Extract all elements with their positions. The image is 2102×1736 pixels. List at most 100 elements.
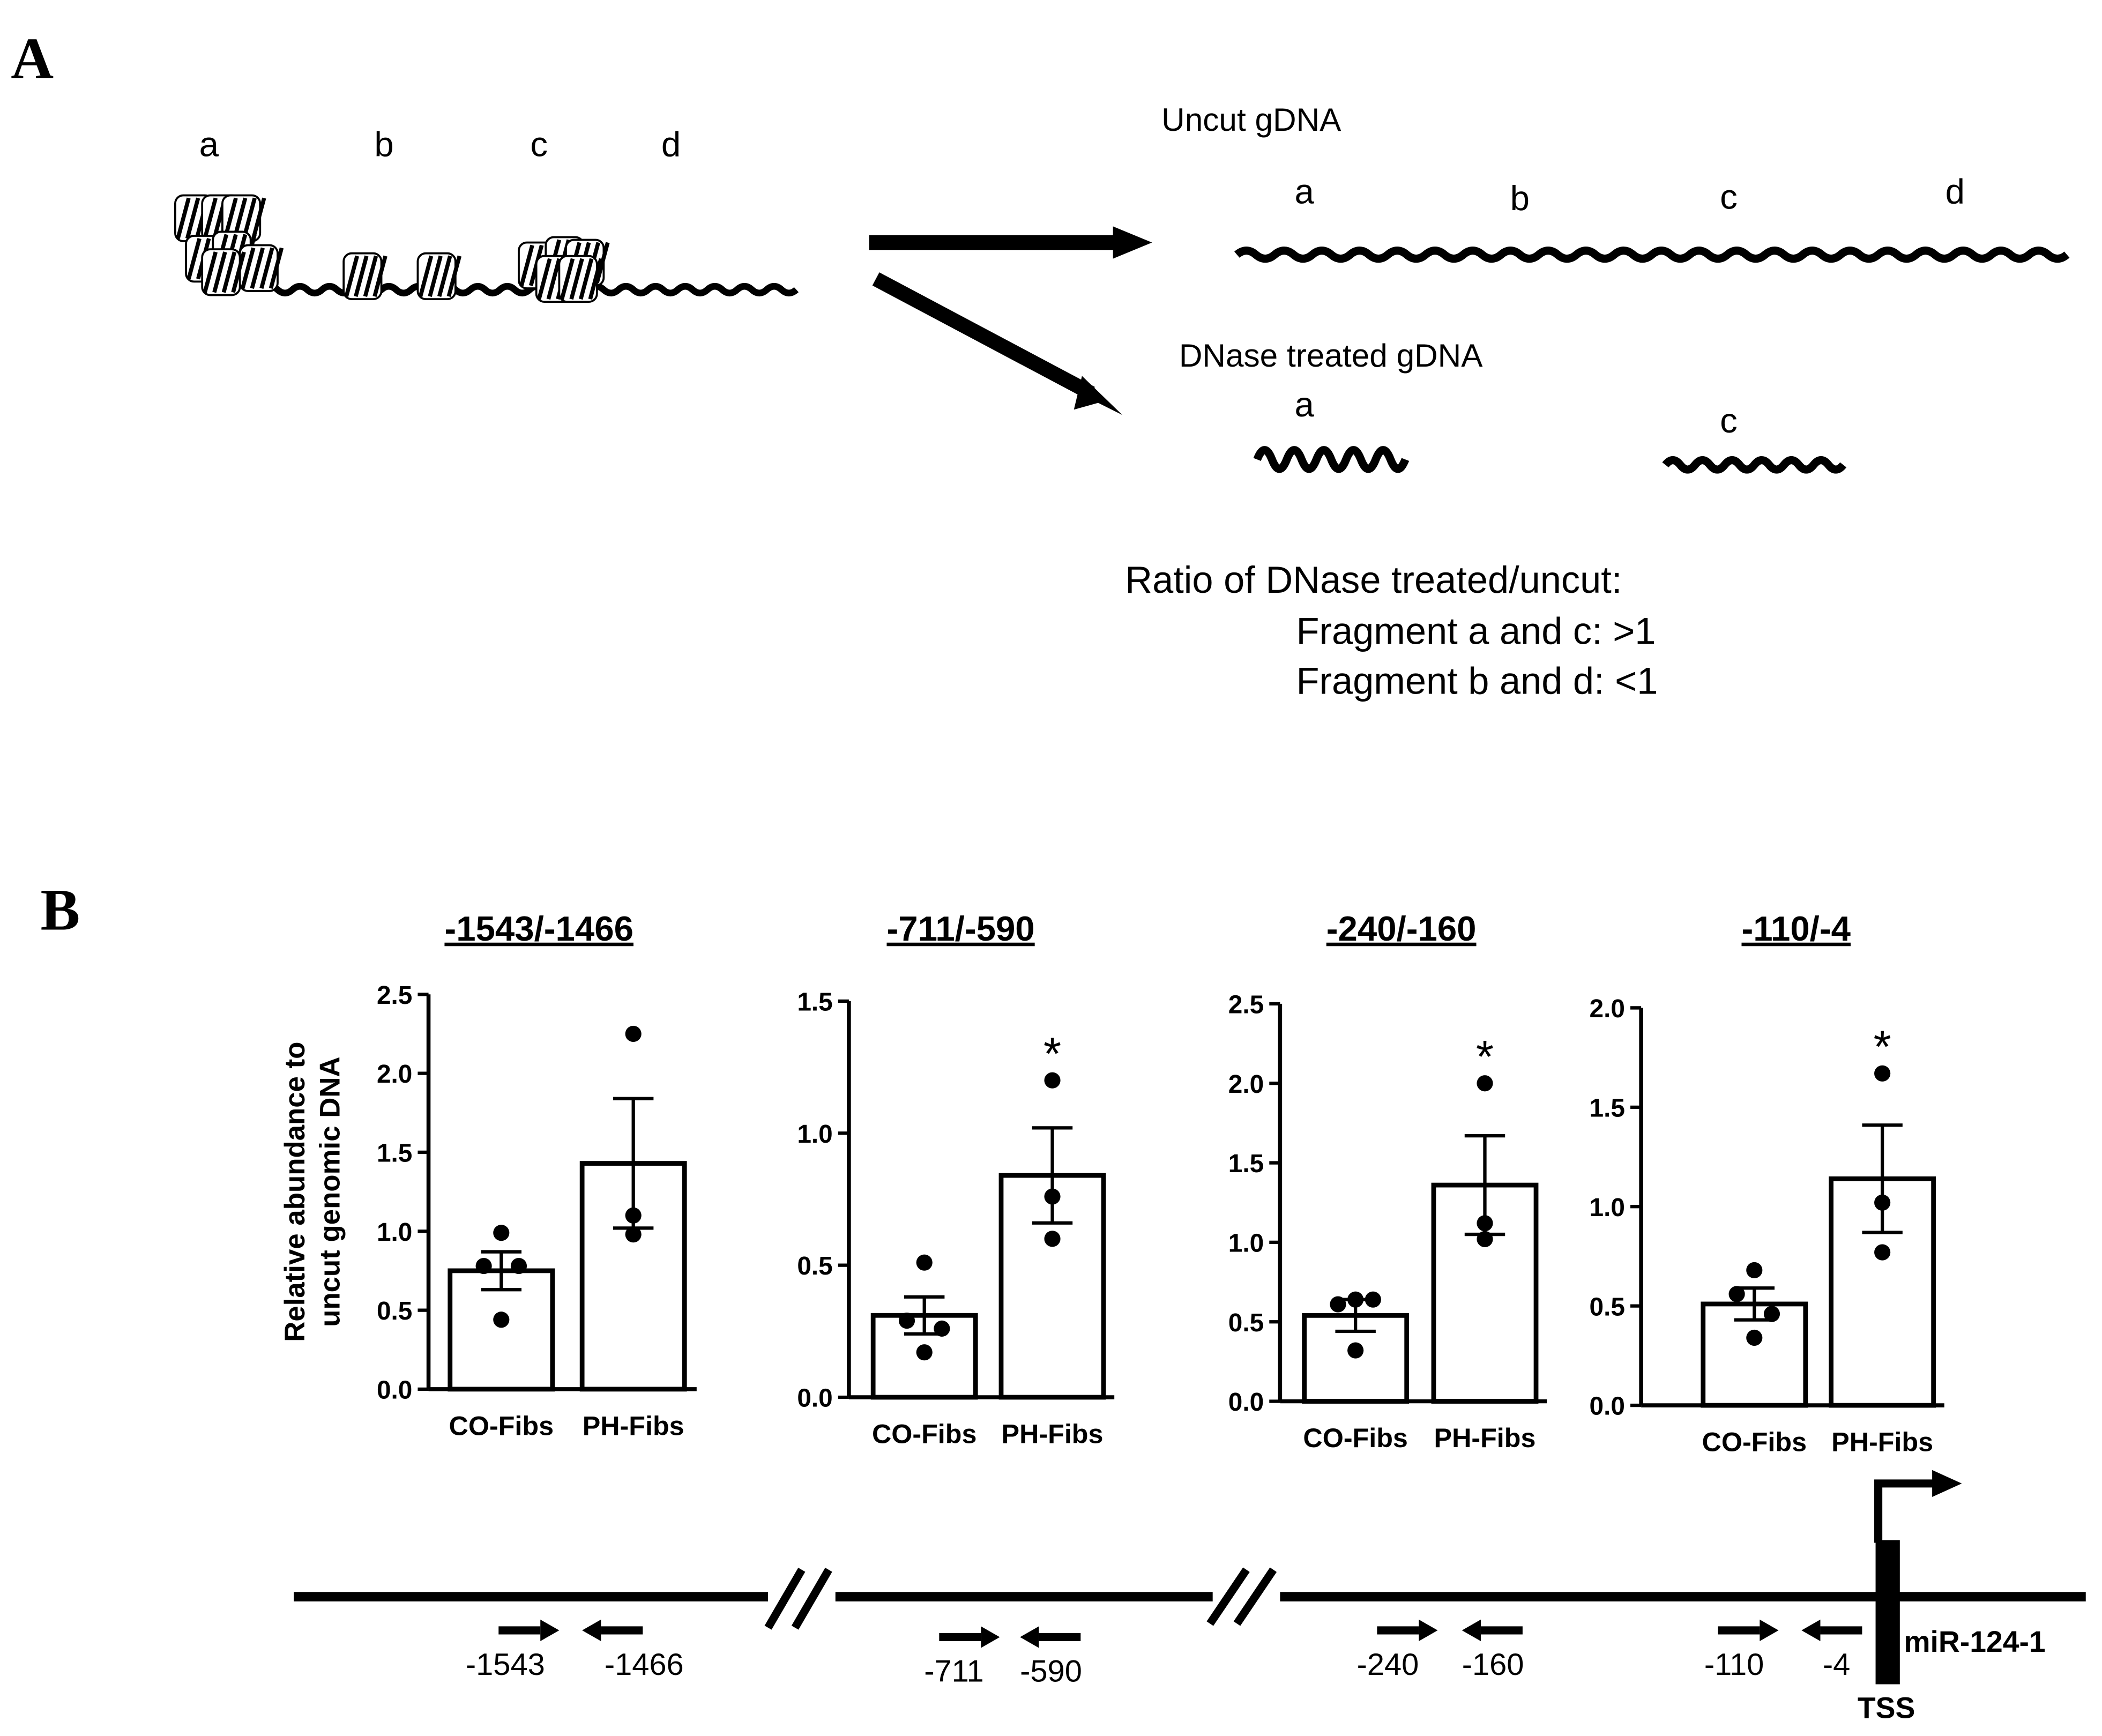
y-tick-label: 2.0 (1590, 995, 1625, 1023)
nucleosome-wrap (231, 251, 246, 293)
fragment-label: c (1720, 401, 1738, 440)
nucleosome-wrap (212, 251, 227, 293)
nucleosome-wrap (203, 197, 218, 239)
fragment-label: a (199, 125, 219, 164)
primer-label: -590 (1020, 1654, 1082, 1688)
data-point (1874, 1244, 1891, 1261)
y-tick-label: 0.5 (377, 1297, 412, 1325)
data-point (493, 1312, 510, 1328)
nucleosome-wrap (437, 255, 452, 297)
x-tick-label: CO-Fibs (872, 1418, 977, 1449)
break-mark (764, 1567, 1280, 1630)
primer-arrow-head (1020, 1626, 1039, 1648)
data-point (1746, 1329, 1763, 1346)
y-tick-label: 1.5 (797, 988, 832, 1016)
nucleosome-wrap (569, 258, 584, 300)
data-point (625, 1226, 642, 1243)
data-point (625, 1025, 642, 1042)
uncut-title: Uncut gDNA (1161, 101, 1341, 138)
nucleosome (558, 255, 603, 303)
x-tick-label: CO-Fibs (1303, 1422, 1407, 1453)
data-point (1330, 1296, 1346, 1313)
panel-label: B (41, 877, 80, 943)
nucleosome-wrap (363, 255, 378, 297)
dna-strand (1662, 456, 1847, 474)
chart-title: -240/-160 (1326, 909, 1477, 948)
nucleosome-wrap (418, 255, 434, 297)
ratio-line: Fragment a and c: >1 (1296, 610, 1656, 652)
ratio-title: Ratio of DNase treated/uncut: (1125, 558, 1622, 601)
error-bar (1032, 1126, 1073, 1225)
fragment-label: c (1720, 177, 1738, 217)
nucleosome-wrap (259, 247, 274, 289)
primer-arrow-head (1462, 1619, 1481, 1642)
significance: * (1476, 1032, 1494, 1083)
data-point (1365, 1291, 1381, 1308)
nucleosome-wrap (560, 258, 575, 300)
primer-label: -4 (1823, 1648, 1850, 1682)
data-point (1044, 1188, 1061, 1205)
primer-label: -1466 (605, 1648, 684, 1682)
chart-title: -1543/-1466 (444, 909, 633, 948)
primer-arrow-head (540, 1619, 560, 1642)
data-point (1477, 1231, 1493, 1248)
nucleosome-wrap (240, 247, 256, 289)
nucleosome-wrap (546, 258, 562, 300)
data-point (1874, 1065, 1891, 1082)
fragment-label: b (374, 125, 393, 164)
panel-label: A (11, 25, 54, 91)
y-axis-label: Relative abundance to (279, 1041, 311, 1342)
data-point (916, 1344, 933, 1361)
data-point (1044, 1072, 1061, 1089)
y-tick-label: 1.5 (1228, 1150, 1264, 1178)
data-point (1728, 1286, 1745, 1302)
dna-strand (1253, 446, 1410, 473)
fragment-label: c (530, 125, 548, 164)
y-tick-label: 1.5 (1590, 1094, 1625, 1122)
primer-arrow-head (1801, 1619, 1821, 1642)
tss-arrow-head (1932, 1470, 1962, 1497)
nucleosome (238, 244, 284, 292)
nucleosome-wrap (187, 238, 202, 280)
y-tick-label: 1.0 (1590, 1194, 1625, 1222)
arrow-head (1074, 376, 1123, 415)
data-point (1347, 1291, 1364, 1308)
nucleosome-wrap (588, 258, 603, 300)
data-point (625, 1207, 642, 1224)
y-tick-label: 0.0 (377, 1376, 412, 1405)
data-point (1477, 1215, 1493, 1232)
x-tick-label: PH-Fibs (1831, 1427, 1933, 1457)
data-point (510, 1258, 527, 1275)
arrow (872, 272, 1095, 400)
nucleosome-wrap (176, 197, 191, 239)
dnase-title: DNase treated gDNA (1179, 337, 1483, 374)
nucleosome-wrap (578, 258, 594, 300)
y-tick-label: 2.0 (377, 1060, 412, 1089)
primer-arrow-head (1419, 1619, 1438, 1642)
significance: * (1873, 1022, 1891, 1073)
nucleosome-wrap (203, 251, 218, 293)
nucleosome-wrap (446, 255, 462, 297)
chart-title: -110/-4 (1741, 909, 1850, 948)
x-tick-label: PH-Fibs (1434, 1422, 1536, 1453)
significance: * (1043, 1029, 1061, 1080)
y-tick-label: 2.0 (1228, 1070, 1264, 1099)
fragment-label: d (1946, 172, 1965, 211)
fragment-label: b (1510, 178, 1530, 218)
error-bar (481, 1250, 522, 1292)
nucleosome-wrap (344, 255, 359, 297)
primer-label: -110 (1704, 1648, 1764, 1682)
arrow-head (1113, 226, 1152, 259)
primer-label: -711 (924, 1654, 983, 1688)
nucleosome-wrap (250, 247, 265, 289)
nucleosome-wrap (372, 255, 387, 297)
y-tick-label: 1.0 (1228, 1229, 1264, 1257)
tss-label: TSS (1858, 1691, 1915, 1724)
nucleosome-wrap (185, 197, 200, 239)
y-tick-label: 1.0 (797, 1120, 832, 1149)
nucleosome (416, 252, 462, 300)
y-tick-label: 0.5 (1228, 1309, 1264, 1337)
primer-arrow-head (582, 1619, 601, 1642)
